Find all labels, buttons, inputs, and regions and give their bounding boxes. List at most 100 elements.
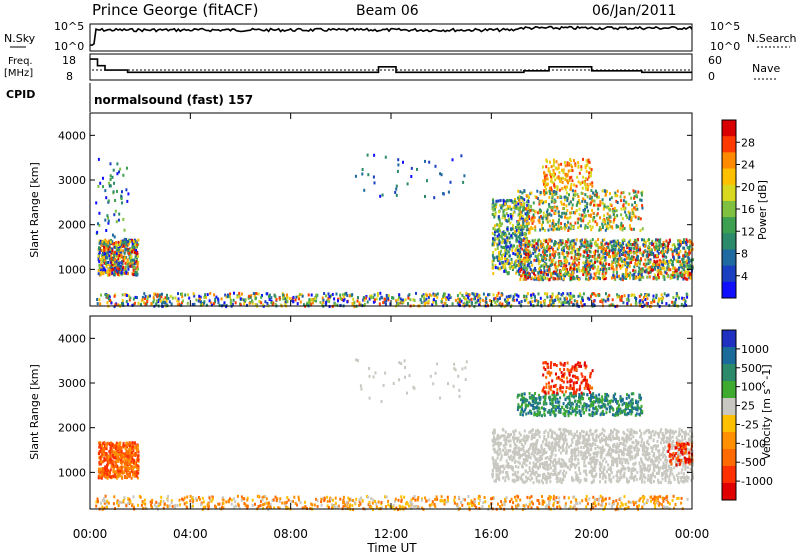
- echo-cell: [534, 195, 537, 199]
- echo-cell: [541, 223, 543, 227]
- echo-cell: [637, 270, 640, 274]
- echo-cell: [581, 180, 584, 184]
- echo-cell: [105, 240, 108, 243]
- echo-cell: [501, 237, 504, 241]
- echo-cell: [540, 244, 543, 248]
- echo-cell: [596, 212, 599, 216]
- echo-cell: [647, 245, 650, 249]
- echo-cell: [543, 301, 546, 305]
- echo-cell: [603, 267, 606, 271]
- echo-cell: [663, 277, 666, 281]
- echo-cell: [682, 239, 685, 243]
- echo-cell: [569, 298, 571, 302]
- echo-cell: [457, 297, 460, 301]
- echo-cell: [443, 502, 446, 506]
- echo-cell: [544, 299, 546, 303]
- echo-cell: [592, 263, 595, 267]
- echo-cell: [106, 256, 108, 260]
- echo-cell: [105, 261, 107, 265]
- echo-cell: [657, 275, 660, 279]
- echo-cell: [633, 247, 636, 250]
- echo-cell: [515, 499, 518, 503]
- echo-cell: [161, 292, 163, 296]
- echo-cell: [129, 451, 132, 454]
- echo-cell: [104, 256, 107, 260]
- echo-cell: [495, 223, 498, 227]
- echo-cell: [650, 241, 653, 245]
- echo-cell: [105, 252, 108, 256]
- echo-cell: [313, 503, 316, 507]
- echo-cell: [570, 165, 573, 169]
- echo-cell: [97, 254, 100, 258]
- echo-cell: [373, 293, 376, 297]
- echo-cell: [606, 189, 608, 193]
- echo-cell: [548, 160, 551, 164]
- echo-cell: [578, 262, 580, 266]
- echo-cell: [613, 254, 616, 258]
- echo-cell: [337, 504, 340, 508]
- echo-cell: [124, 238, 127, 242]
- echo-cell: [100, 253, 103, 257]
- echo-cell: [95, 504, 98, 508]
- echo-cell: [492, 201, 495, 205]
- echo-cell: [612, 270, 615, 274]
- echo-cell: [592, 495, 595, 499]
- echo-cell: [570, 267, 573, 271]
- echo-cell: [150, 500, 153, 504]
- echo-cell: [584, 497, 587, 501]
- echo-cell: [660, 503, 663, 507]
- echo-cell: [378, 302, 381, 306]
- echo-cell: [305, 303, 308, 307]
- echo-cell: [523, 219, 526, 223]
- echo-cell: [678, 239, 681, 243]
- echo-cell: [171, 296, 174, 300]
- echo-cell: [566, 209, 569, 212]
- echo-cell: [177, 297, 180, 301]
- echo-cell: [136, 272, 139, 276]
- echo-cell: [244, 298, 247, 302]
- echo-cell: [579, 294, 582, 298]
- echo-cell: [658, 272, 661, 276]
- echo-cell: [433, 298, 435, 302]
- echo-cell: [591, 292, 593, 296]
- echo-cell: [327, 296, 330, 300]
- echo-cell: [155, 303, 158, 306]
- echo-cell: [136, 252, 139, 256]
- echo-cell: [491, 303, 493, 307]
- echo-cell: [543, 255, 546, 259]
- echo-cell: [503, 269, 506, 273]
- echo-cell: [532, 201, 535, 205]
- echo-cell: [118, 242, 121, 246]
- echo-cell: [135, 470, 138, 474]
- echo-cell: [520, 243, 523, 247]
- echo-cell: [419, 298, 422, 302]
- echo-cell: [519, 233, 521, 237]
- echo-cell: [526, 200, 529, 204]
- echo-cell: [654, 503, 657, 507]
- echo-cell: [119, 256, 121, 260]
- echo-cell: [355, 497, 358, 501]
- echo-cell: [685, 243, 688, 247]
- echo-cell: [550, 298, 553, 302]
- echo-cell: [610, 248, 613, 252]
- echo-cell: [509, 294, 512, 298]
- echo-cell: [114, 450, 117, 454]
- echo-cell: [558, 188, 561, 192]
- echo-cell: [518, 260, 521, 264]
- echo-cell: [136, 262, 139, 266]
- echo-cell: [127, 457, 130, 461]
- echo-cell: [578, 213, 581, 217]
- echo-cell: [562, 176, 564, 180]
- echo-cell: [565, 261, 568, 264]
- echo-cell: [563, 249, 565, 253]
- echo-cell: [614, 248, 617, 252]
- echo-cell: [258, 300, 261, 303]
- echo-cell: [687, 270, 690, 274]
- echo-cell: [667, 268, 670, 272]
- echo-cell: [684, 301, 687, 305]
- echo-cell: [208, 299, 211, 303]
- echo-cell: [686, 497, 689, 501]
- echo-cell: [554, 227, 556, 231]
- echo-cell: [118, 267, 121, 271]
- echo-cell: [544, 181, 547, 185]
